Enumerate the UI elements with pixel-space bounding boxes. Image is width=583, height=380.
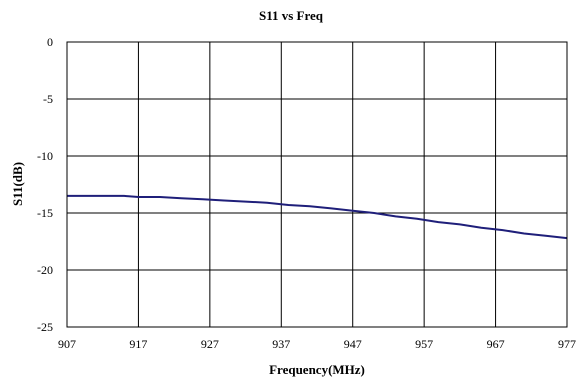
y-tick-label: -5 xyxy=(43,92,53,106)
x-tick-label: 937 xyxy=(272,337,290,351)
x-tick-label: 967 xyxy=(487,337,505,351)
series-layer xyxy=(67,194,568,240)
series-line-0 xyxy=(67,194,568,240)
x-tick-labels: 907 917 927 937 947 957 967 977 xyxy=(58,337,576,351)
y-tick-label: -20 xyxy=(37,263,53,277)
x-tick-label: 907 xyxy=(58,337,76,351)
x-tick-label: 917 xyxy=(129,337,147,351)
y-tick-label: -25 xyxy=(37,320,53,334)
y-axis-label: S11(dB) xyxy=(10,162,25,206)
x-tick-label: 927 xyxy=(201,337,219,351)
x-tick-label: 947 xyxy=(344,337,362,351)
x-tick-label: 957 xyxy=(415,337,433,351)
y-tick-label: 0 xyxy=(47,35,53,49)
y-tick-labels: 0 -5 -10 -15 -20 -25 xyxy=(37,35,53,334)
y-tick-label: -15 xyxy=(37,206,53,220)
x-tick-label: 977 xyxy=(558,337,576,351)
grid xyxy=(66,41,568,328)
plot-frame xyxy=(66,41,568,328)
chart-title: S11 vs Freq xyxy=(259,8,324,23)
x-axis-label: Frequency(MHz) xyxy=(269,362,365,377)
y-tick-label: -10 xyxy=(37,149,53,163)
